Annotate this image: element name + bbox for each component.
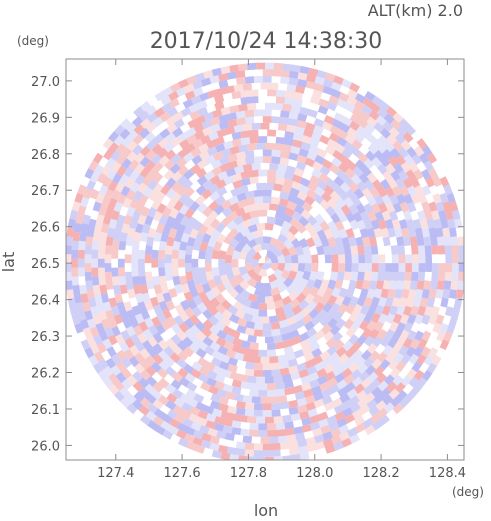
x-tick-label: 127.8 (230, 466, 267, 481)
x-tick-label: 128.4 (429, 466, 466, 481)
x-tick-label: 127.6 (163, 466, 200, 481)
x-axis-ticks: 127.4 127.6 127.8 128.0 128.2 128.4 (97, 59, 466, 481)
y-tick-label: 26.2 (31, 367, 60, 382)
radar-positive-cells (66, 65, 464, 457)
y-tick-label: 26.6 (31, 221, 60, 236)
timestamp-title: 2017/10/24 14:38:30 (150, 29, 383, 54)
radar-positive-cells (71, 62, 464, 454)
y-tick-label: 26.7 (31, 184, 60, 199)
altitude-label: ALT(km) 2.0 (368, 1, 463, 20)
y-tick-label: 26.4 (31, 294, 60, 309)
radar-negative-cells (66, 62, 464, 460)
radar-positive-cells (66, 62, 464, 460)
y-axis-ticks: 27.0 26.9 26.8 26.7 26.6 26.5 26.4 26.3 26.2 26.1… (31, 75, 464, 454)
plot-frame (65, 58, 465, 461)
x-tick-label: 128.2 (362, 466, 399, 481)
radar-scan-area (66, 62, 464, 460)
y-unit-label: (deg) (17, 34, 49, 48)
y-tick-label: 26.8 (31, 148, 60, 163)
x-axis-title: lon (254, 501, 278, 520)
y-axis-title: lat (0, 252, 18, 273)
y-tick-label: 26.3 (31, 330, 60, 345)
x-tick-label: 127.4 (97, 466, 134, 481)
x-unit-label: (deg) (452, 485, 484, 499)
y-tick-label: 26.5 (31, 257, 60, 272)
y-tick-label: 27.0 (31, 75, 60, 90)
y-tick-label: 26.1 (31, 403, 60, 418)
x-tick-label: 128.0 (296, 466, 333, 481)
radar-negative-cells (66, 62, 464, 444)
y-tick-label: 26.9 (31, 111, 60, 126)
y-tick-label: 26.0 (31, 439, 60, 454)
